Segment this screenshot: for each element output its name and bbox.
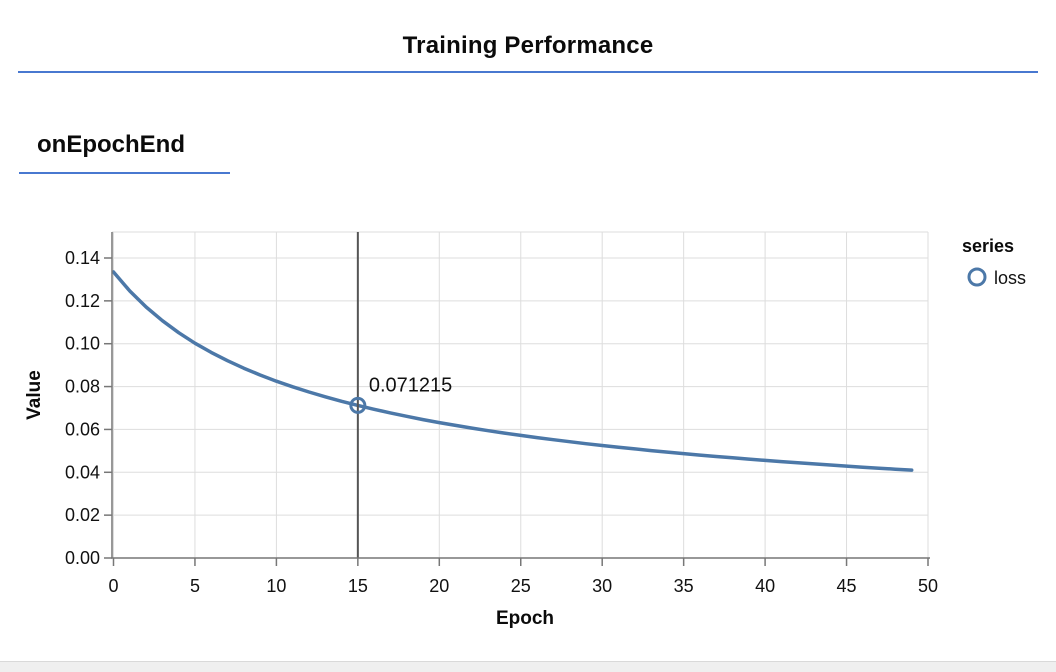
y-axis-title: Value <box>24 370 45 420</box>
x-tick-label: 20 <box>429 576 449 596</box>
y-tick-label: 0.14 <box>65 248 100 268</box>
x-tick-label: 25 <box>511 576 531 596</box>
plot-hover-area[interactable] <box>112 232 928 558</box>
series-layer <box>111 270 914 472</box>
x-tick-label: 10 <box>266 576 286 596</box>
x-tick-label: 45 <box>837 576 857 596</box>
legend-title: series <box>962 236 1014 256</box>
page-title: Training Performance <box>402 32 654 59</box>
highlight-marker <box>349 396 367 414</box>
y-tick-label: 0.08 <box>65 377 100 397</box>
title-divider <box>18 71 1038 73</box>
legend: series loss <box>962 236 1026 288</box>
x-tick-label: 40 <box>755 576 775 596</box>
loss-curve <box>111 270 914 472</box>
x-tick-label: 35 <box>674 576 694 596</box>
tick-labels: 0 5 10 15 20 25 30 35 40 45 50 0.00 0.02 0.04 0.06 0.08… <box>65 248 938 596</box>
y-tick-label: 0.04 <box>65 462 100 482</box>
y-tick-label: 0.12 <box>65 291 100 311</box>
y-tick-label: 0.10 <box>65 334 100 354</box>
y-tick-label: 0.00 <box>65 548 100 568</box>
x-tick-label: 30 <box>592 576 612 596</box>
tooltip-value: 0.071215 <box>369 374 452 396</box>
section-divider <box>19 172 230 174</box>
legend-label-loss: loss <box>994 268 1026 288</box>
x-tick-label: 0 <box>108 576 118 596</box>
section-title: onEpochEnd <box>37 131 185 158</box>
x-tick-label: 50 <box>918 576 938 596</box>
footer-scroll-strip <box>0 661 1056 672</box>
x-tick-label: 5 <box>190 576 200 596</box>
x-tick-label: 15 <box>348 576 368 596</box>
y-tick-label: 0.06 <box>65 419 100 439</box>
axes <box>104 232 930 566</box>
legend-open-circle-icon <box>967 267 987 287</box>
y-tick-label: 0.02 <box>65 505 100 525</box>
x-axis-title: Epoch <box>496 608 554 629</box>
